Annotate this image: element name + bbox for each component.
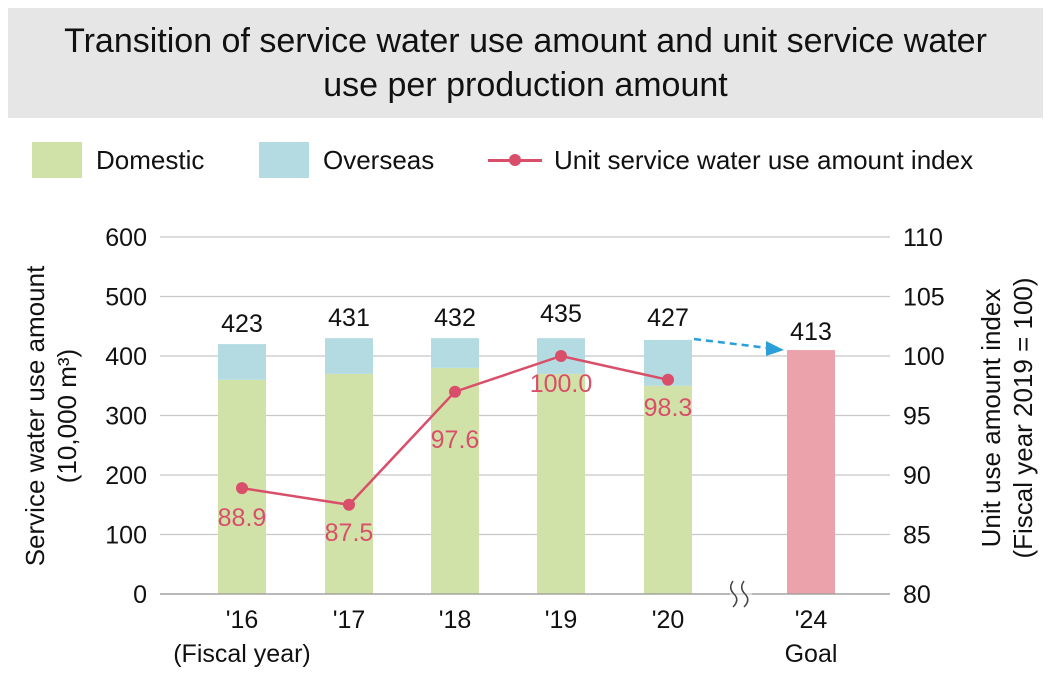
bar-total-label: 423: [221, 310, 263, 338]
y-tick-label: 300: [105, 403, 147, 431]
y-tick-label: 600: [105, 224, 147, 252]
bar-domestic: [537, 373, 585, 594]
y-tick-label: 0: [133, 581, 147, 609]
bar-domestic: [325, 373, 373, 594]
chart-title-line-2: use per production amount: [323, 66, 728, 104]
x-tick-sublabel: (Fiscal year): [173, 640, 311, 668]
index-value-label: 100.0: [530, 370, 593, 398]
bar-total-label: 435: [540, 300, 582, 328]
chart-title-line-1: Transition of service water use amount a…: [64, 22, 987, 60]
axis-break-mark: [730, 580, 738, 608]
legend-item-domestic: Domestic: [32, 140, 204, 180]
y2-tick-label: 90: [903, 462, 931, 490]
y2-tick-label: 80: [903, 581, 931, 609]
trend-arrow-head: [766, 341, 784, 356]
bar-goal: [787, 350, 835, 594]
y2-axis-title: Unit use amount index: [976, 289, 1006, 548]
y-tick-label: 100: [105, 522, 147, 550]
legend-item-index: Unit service water use amount index: [488, 140, 973, 180]
y-tick-label: 500: [105, 284, 147, 312]
index-point: [662, 373, 674, 386]
x-tick-label: '18: [439, 606, 472, 634]
legend-swatch-index: [488, 142, 542, 178]
x-tick-label: '19: [545, 606, 578, 634]
bar-overseas: [218, 344, 266, 380]
y2-tick-label: 100: [903, 343, 945, 371]
legend: Domestic Overseas Unit service water use…: [0, 140, 1051, 180]
bar-total-label: 427: [647, 304, 689, 332]
bar-total-label: 431: [328, 304, 370, 332]
index-point: [236, 482, 248, 495]
index-value-label: 88.9: [218, 504, 267, 532]
legend-label-overseas: Overseas: [323, 144, 435, 175]
y2-tick-label: 85: [903, 522, 931, 550]
chart-title-box: Transition of service water use amount a…: [8, 8, 1043, 118]
index-point: [449, 385, 461, 398]
index-point: [555, 350, 567, 362]
x-tick-label: '16: [226, 606, 259, 634]
legend-item-overseas: Overseas: [259, 140, 434, 180]
x-tick-sublabel: Goal: [785, 640, 838, 668]
index-value-label: 87.5: [325, 519, 374, 547]
axis-break-mark: [741, 580, 749, 608]
y2-tick-label: 110: [903, 224, 943, 252]
bar-domestic: [644, 385, 692, 594]
bar-overseas: [325, 338, 373, 374]
bar-total-label: 413: [790, 318, 832, 346]
y2-axis-subtitle: (Fiscal year 2019 = 100): [1008, 277, 1038, 558]
legend-label-index: Unit service water use amount index: [554, 144, 974, 175]
legend-swatch-overseas: [259, 142, 309, 178]
y-axis-title: Service water use amount: [20, 265, 50, 566]
bar-domestic: [431, 367, 479, 594]
y2-tick-label: 105: [903, 284, 945, 312]
y-axis-unit: (10,000 m³): [52, 349, 82, 483]
index-value-label: 98.3: [644, 394, 693, 422]
x-tick-label: '17: [333, 606, 366, 634]
x-tick-label: '24: [795, 606, 828, 634]
bar-total-label: 432: [434, 304, 476, 332]
legend-swatch-domestic: [32, 142, 82, 178]
index-point: [343, 498, 355, 511]
y-tick-label: 200: [105, 462, 147, 490]
bar-overseas: [431, 338, 479, 368]
trend-arrow-line: [693, 337, 769, 350]
y-tick-label: 400: [105, 343, 147, 371]
legend-label-domestic: Domestic: [96, 144, 205, 175]
index-value-label: 97.6: [431, 426, 480, 454]
x-tick-label: '20: [652, 606, 685, 634]
y2-tick-label: 95: [903, 403, 931, 431]
